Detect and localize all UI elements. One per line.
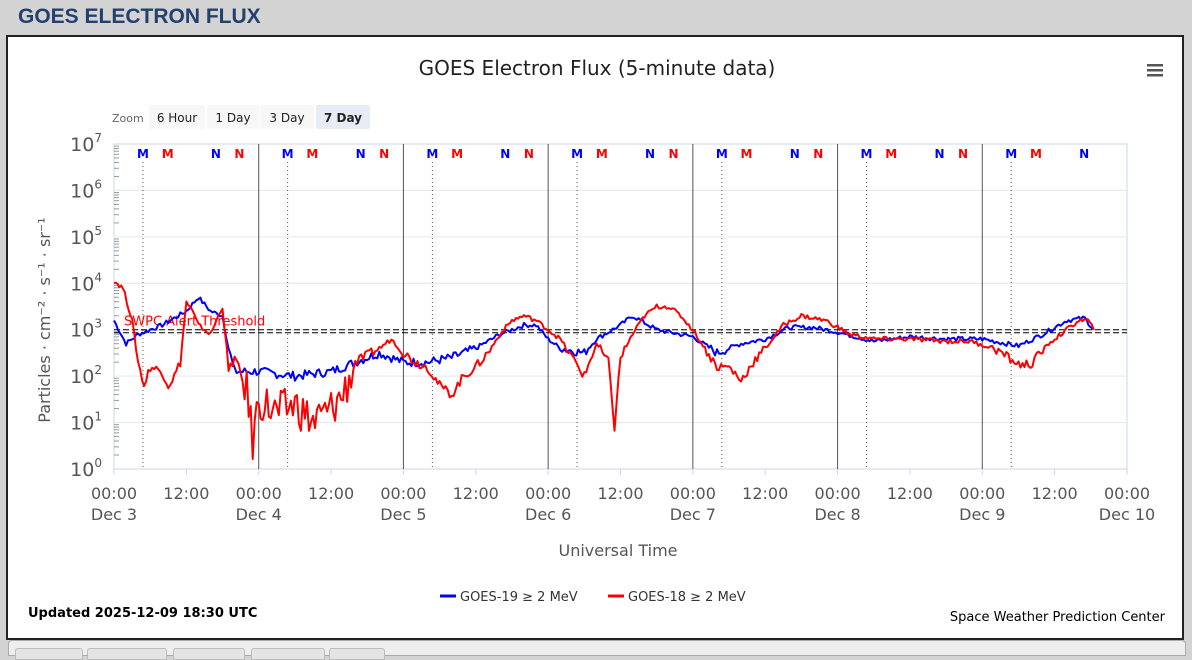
- local-time-marker-N: N: [958, 147, 968, 161]
- threshold-label: SWPC Alert Threshold: [124, 315, 265, 330]
- x-tick-time: 00:00: [91, 484, 137, 503]
- x-tick-time: 12:00: [887, 484, 933, 503]
- local-time-marker-N: N: [356, 147, 366, 161]
- zoom-button-7-day[interactable]: 7 Day: [316, 105, 370, 129]
- legend-item[interactable]: GOES-19 ≥ 2 MeV: [440, 590, 578, 605]
- local-time-marker-M: M: [306, 147, 318, 161]
- x-tick-time: 00:00: [670, 484, 716, 503]
- tab[interactable]: [173, 648, 245, 660]
- local-time-marker-N: N: [934, 147, 944, 161]
- x-tick-time: 12:00: [1032, 484, 1078, 503]
- chart-panel: GOES Electron Flux (5-minute data) Zoom …: [6, 35, 1184, 640]
- x-tick-time: 00:00: [236, 484, 282, 503]
- credit-text: Space Weather Prediction Center: [950, 610, 1166, 625]
- zoom-button-label: 6 Hour: [157, 111, 197, 125]
- local-time-marker-M: M: [162, 147, 174, 161]
- x-tick-time: 12:00: [597, 484, 643, 503]
- local-time-marker-M: M: [451, 147, 463, 161]
- local-time-marker-M: M: [1005, 147, 1017, 161]
- local-time-marker-M: M: [716, 147, 728, 161]
- x-tick-time: 12:00: [308, 484, 354, 503]
- y-tick-label: 106: [70, 177, 102, 202]
- tab-strip: [8, 640, 1186, 660]
- y-tick-label: 100: [70, 456, 102, 481]
- local-time-marker-M: M: [282, 147, 294, 161]
- x-tick-date: Dec 3: [91, 505, 137, 524]
- page-title: GOES ELECTRON FLUX: [18, 5, 261, 28]
- x-tick-time: 00:00: [959, 484, 1005, 503]
- zoom-button-label: 7 Day: [324, 111, 362, 125]
- x-tick-date: Dec 4: [236, 505, 282, 524]
- tab[interactable]: [15, 648, 83, 660]
- menu-button[interactable]: [1143, 59, 1167, 79]
- local-time-marker-N: N: [524, 147, 534, 161]
- x-tick-date: Dec 10: [1099, 505, 1155, 524]
- local-time-marker-N: N: [1079, 147, 1089, 161]
- x-tick-time: 00:00: [525, 484, 571, 503]
- local-time-marker-M: M: [861, 147, 873, 161]
- tab[interactable]: [87, 648, 167, 660]
- local-time-marker-N: N: [813, 147, 823, 161]
- local-time-marker-M: M: [885, 147, 897, 161]
- local-time-marker-N: N: [645, 147, 655, 161]
- x-tick-date: Dec 9: [959, 505, 1005, 524]
- local-time-marker-M: M: [741, 147, 753, 161]
- x-tick-date: Dec 5: [380, 505, 426, 524]
- x-tick-date: Dec 7: [670, 505, 716, 524]
- x-tick-time: 12:00: [163, 484, 209, 503]
- y-tick-label: 101: [70, 410, 102, 435]
- zoom-button-1-day[interactable]: 1 Day: [207, 105, 259, 129]
- local-time-marker-M: M: [426, 147, 438, 161]
- y-tick-label: 103: [70, 317, 102, 342]
- x-tick-time: 00:00: [815, 484, 861, 503]
- x-tick-time: 12:00: [453, 484, 499, 503]
- x-tick-time: 12:00: [742, 484, 788, 503]
- local-time-marker-N: N: [669, 147, 679, 161]
- local-time-marker-M: M: [137, 147, 149, 161]
- y-tick-label: 104: [70, 270, 102, 295]
- x-tick-time: 00:00: [1104, 484, 1150, 503]
- x-axis-title: Universal Time: [558, 541, 677, 560]
- updated-timestamp: Updated 2025-12-09 18:30 UTC: [28, 606, 257, 621]
- local-time-marker-N: N: [500, 147, 510, 161]
- y-axis-title: Particles · cm⁻² · s⁻¹ · sr⁻¹: [35, 217, 54, 422]
- y-tick-label: 102: [70, 363, 102, 388]
- local-time-marker-N: N: [379, 147, 389, 161]
- plot-area: [113, 143, 1128, 470]
- local-time-marker-M: M: [571, 147, 583, 161]
- zoom-button-label: 3 Day: [269, 111, 304, 125]
- zoom-button-6-hour[interactable]: 6 Hour: [149, 105, 205, 129]
- local-time-marker-M: M: [596, 147, 608, 161]
- local-time-marker-N: N: [211, 147, 221, 161]
- zoom-button-label: 1 Day: [215, 111, 250, 125]
- series-line-goes-18: [113, 281, 1095, 460]
- y-tick-label: 105: [70, 224, 102, 249]
- x-tick-date: Dec 6: [525, 505, 571, 524]
- legend-label: GOES-18 ≥ 2 MeV: [628, 590, 746, 605]
- chart: GOES Electron Flux (5-minute data) Zoom …: [28, 56, 1167, 625]
- y-tick-label: 107: [70, 131, 102, 156]
- zoom-label: Zoom: [112, 112, 144, 125]
- x-tick-time: 00:00: [380, 484, 426, 503]
- chart-title: GOES Electron Flux (5-minute data): [419, 56, 776, 80]
- local-time-marker-N: N: [234, 147, 244, 161]
- local-time-marker-N: N: [790, 147, 800, 161]
- x-tick-date: Dec 8: [814, 505, 860, 524]
- tab[interactable]: [329, 648, 385, 660]
- tab[interactable]: [251, 648, 325, 660]
- legend-item[interactable]: GOES-18 ≥ 2 MeV: [608, 590, 746, 605]
- legend-label: GOES-19 ≥ 2 MeV: [460, 590, 578, 605]
- local-time-marker-M: M: [1030, 147, 1042, 161]
- zoom-button-3-day[interactable]: 3 Day: [260, 105, 314, 129]
